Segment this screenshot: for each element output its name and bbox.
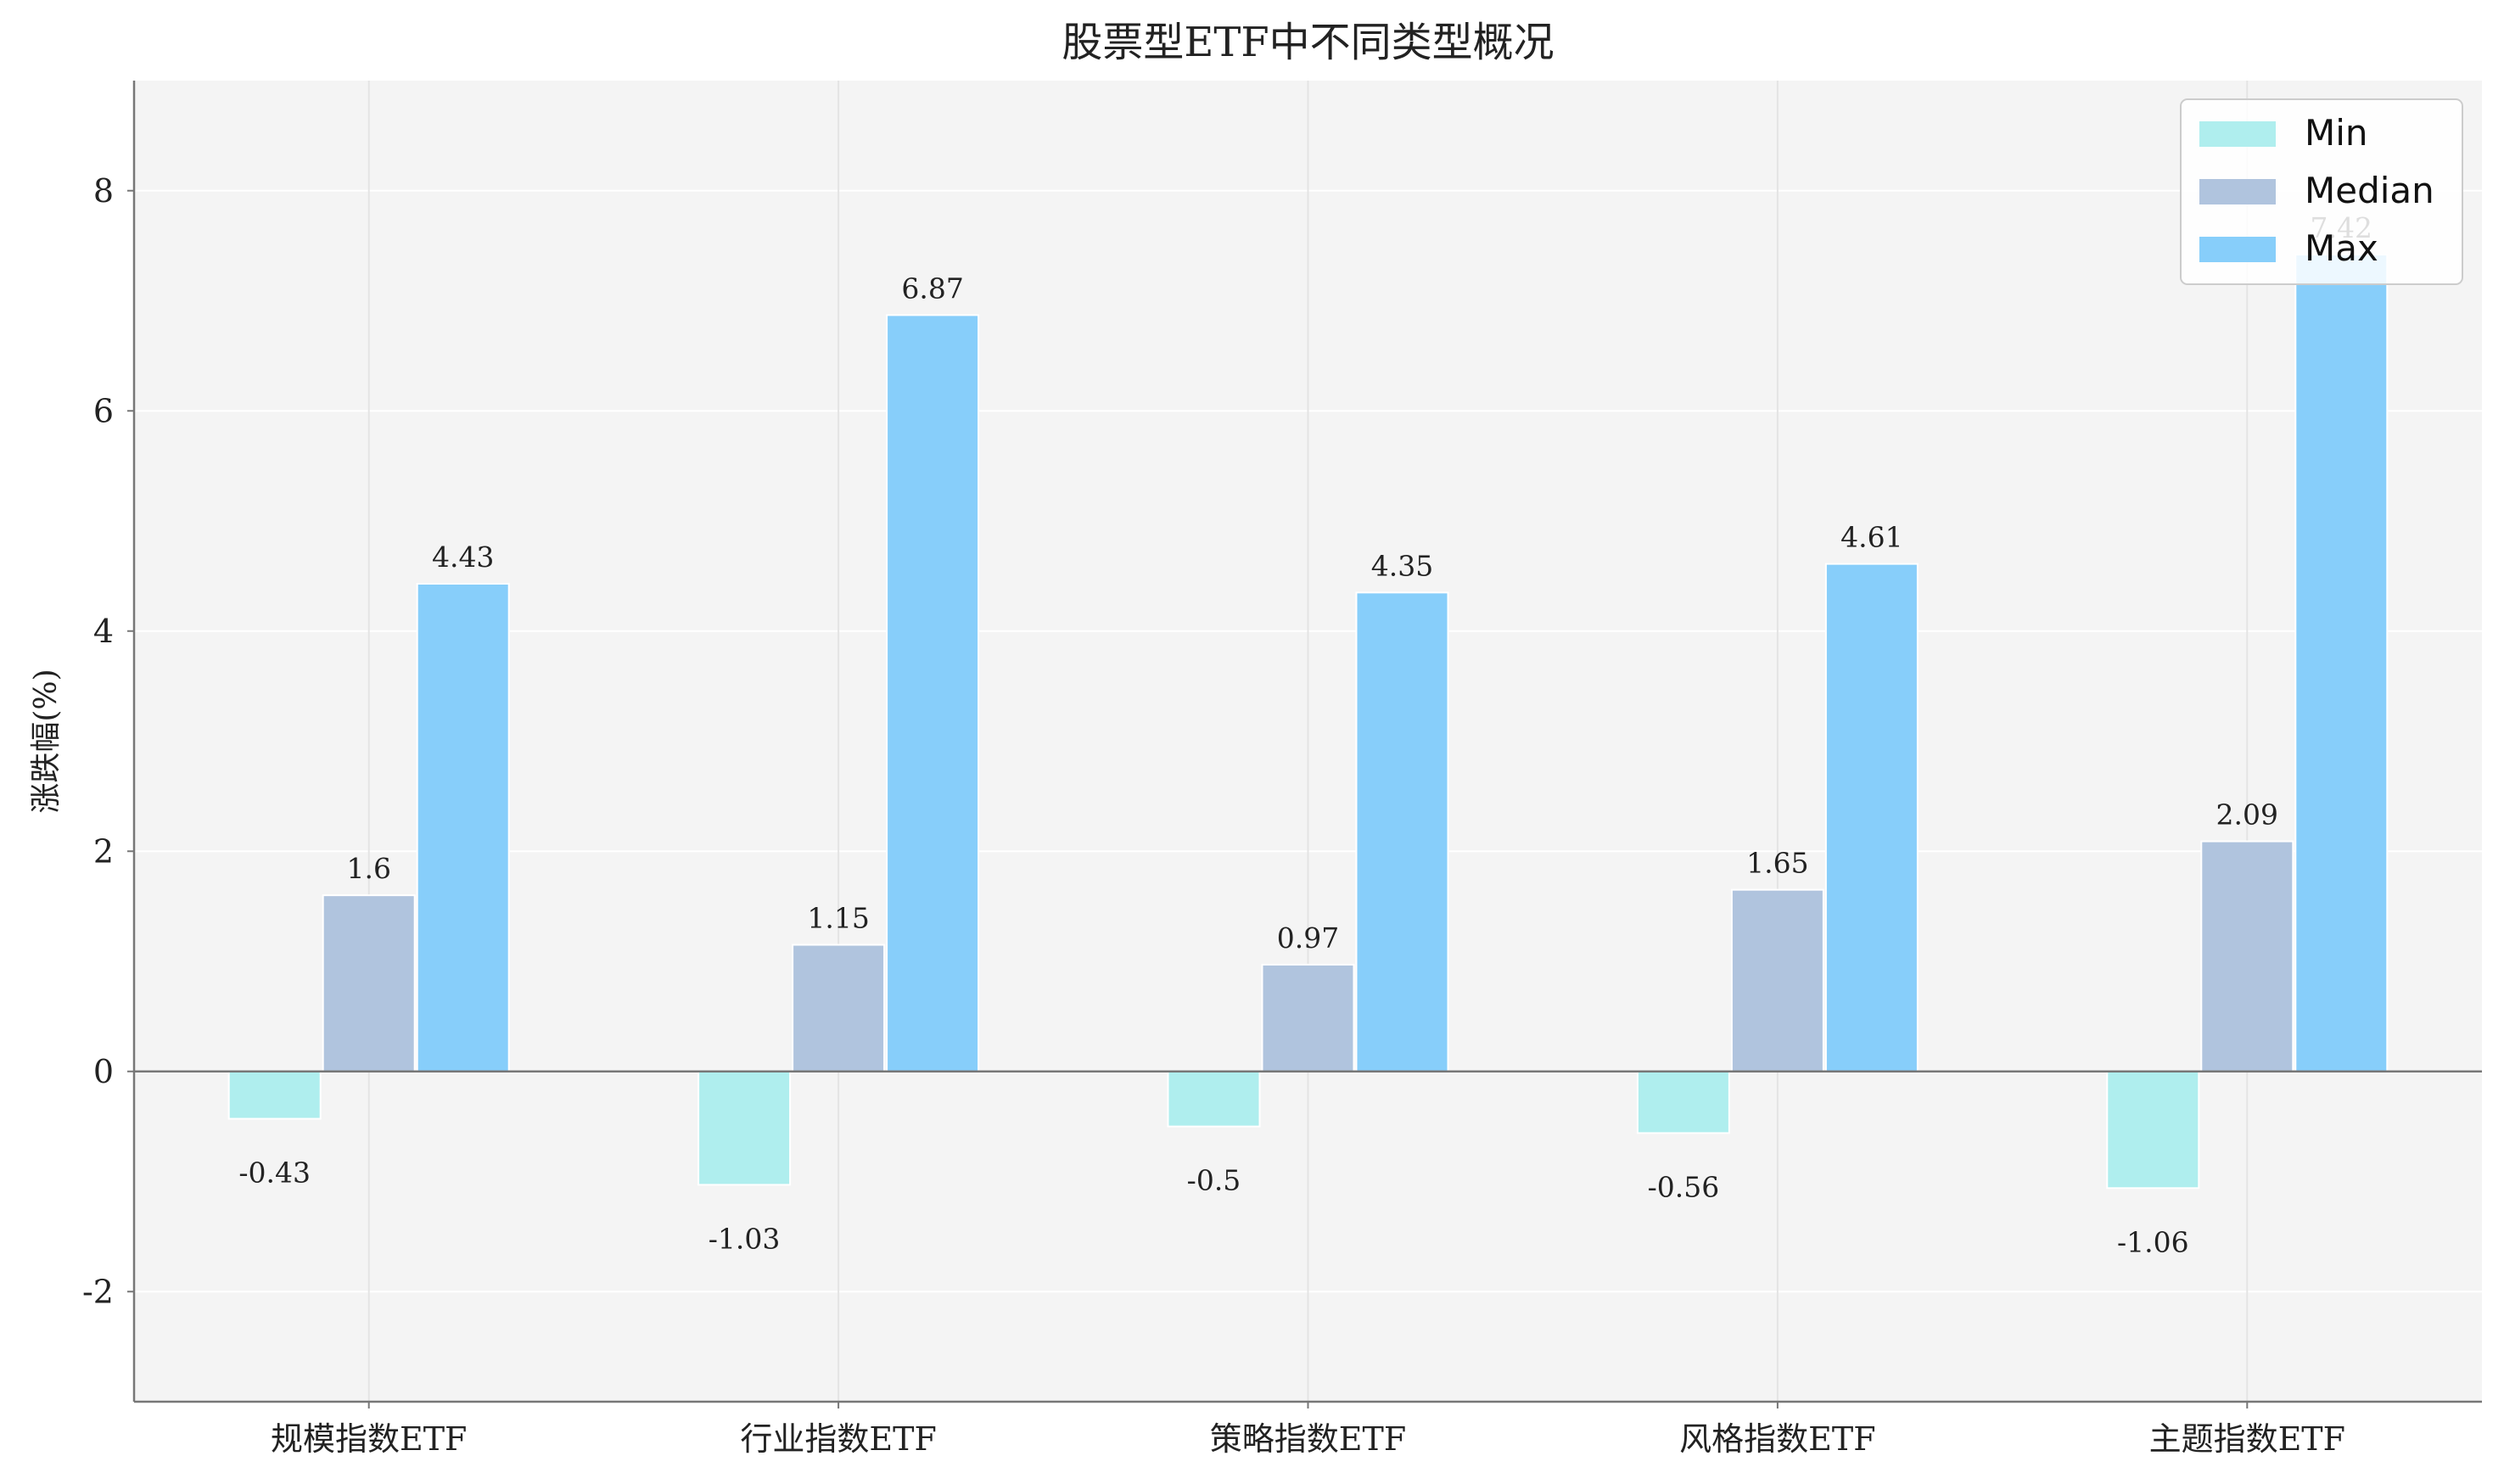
bar-median-1 <box>322 894 416 1072</box>
data-label-min-3: -0.5 <box>1187 1164 1241 1197</box>
data-label-max-3: 4.35 <box>1371 549 1433 582</box>
data-label-median-1: 1.6 <box>346 852 390 885</box>
x-tick-label: 策略指数ETF <box>1210 1420 1406 1458</box>
tick-labels: -2 0 2 4 6 8 规模指数ETF 行业指数ETF 策略指数ETF 风格指数ETF 主题指数E… <box>82 172 2345 1458</box>
data-label-median-4: 1.65 <box>1746 847 1808 880</box>
x-tick-label: 规模指数ETF <box>271 1420 467 1458</box>
bar-max-3 <box>1355 591 1449 1072</box>
chart-title: 股票型ETF中不同类型概况 <box>1062 19 1554 66</box>
bar-min-3 <box>1167 1070 1261 1128</box>
bar-max-5 <box>2294 254 2389 1072</box>
bar-min-5 <box>2106 1070 2200 1190</box>
legend-label-median: Median <box>2305 170 2434 211</box>
data-label-median-5: 2.09 <box>2216 798 2278 832</box>
x-tick-label: 行业指数ETF <box>740 1420 936 1458</box>
y-axis-label: 涨跌幅(%) <box>29 669 64 813</box>
bar-median-2 <box>792 944 886 1072</box>
data-label-min-4: -0.56 <box>1648 1170 1720 1203</box>
bar-median-5 <box>2200 840 2294 1072</box>
x-tick-label: 主题指数ETF <box>2149 1420 2345 1458</box>
data-label-max-4: 4.61 <box>1840 521 1902 554</box>
legend-label-min: Min <box>2305 112 2368 154</box>
bar-max-1 <box>416 582 510 1072</box>
legend-swatch-max <box>2199 237 2276 262</box>
bar-min-1 <box>227 1070 322 1120</box>
bar-min-2 <box>697 1070 792 1186</box>
y-tick-label: 4 <box>93 613 114 650</box>
y-tick-label: 0 <box>93 1053 114 1090</box>
data-label-min-2: -1.03 <box>709 1222 781 1255</box>
data-label-median-3: 0.97 <box>1277 921 1339 955</box>
bar-median-4 <box>1730 888 1824 1072</box>
legend-swatch-median <box>2199 179 2276 204</box>
bar-median-3 <box>1261 963 1355 1072</box>
grid <box>134 81 2482 1402</box>
bar-max-4 <box>1824 563 1919 1072</box>
y-tick-label: 8 <box>93 172 114 210</box>
x-tick-label: 风格指数ETF <box>1679 1420 1875 1458</box>
bar-min-4 <box>1636 1070 1730 1134</box>
data-label-max-2: 6.87 <box>901 272 963 305</box>
legend-swatch-min <box>2199 121 2276 147</box>
y-tick-label: 6 <box>93 392 114 429</box>
data-label-min-1: -0.43 <box>238 1156 311 1190</box>
legend-label-max: Max <box>2305 227 2378 269</box>
y-tick-label: -2 <box>82 1273 114 1310</box>
bar-max-2 <box>886 314 980 1072</box>
y-tick-label: 2 <box>93 832 114 870</box>
bars <box>227 254 2389 1190</box>
data-label-min-5: -1.06 <box>2117 1225 2189 1258</box>
data-label-max-1: 4.43 <box>432 540 494 574</box>
legend: Min Median Max <box>2180 98 2463 285</box>
data-label-median-2: 1.15 <box>807 902 869 935</box>
